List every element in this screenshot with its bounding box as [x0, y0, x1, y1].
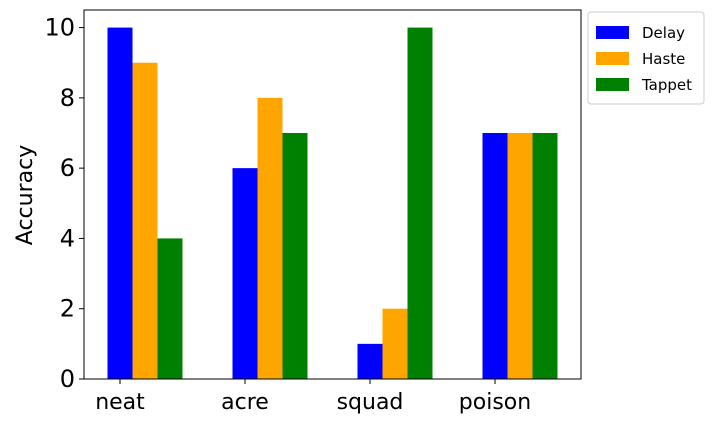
legend-label-tappet: Tappet — [641, 76, 692, 94]
bars-layer — [107, 27, 558, 379]
y-tick-label: 0 — [60, 365, 75, 393]
y-axis-label: Accuracy — [13, 145, 38, 245]
bar-tappet-squad — [407, 27, 433, 379]
legend-items: Delay Haste Tappet — [596, 24, 692, 94]
x-tick-label: squad — [337, 390, 404, 415]
legend-label-haste: Haste — [642, 50, 685, 68]
x-tick-label: neat — [95, 390, 145, 415]
y-tick-label: 2 — [60, 295, 75, 323]
y-tick-label: 6 — [60, 154, 75, 182]
bar-tappet-poison — [532, 133, 558, 379]
bar-haste-poison — [507, 133, 533, 379]
legend-swatch-haste — [596, 52, 629, 65]
bar-delay-neat — [107, 27, 133, 379]
plot-frame — [83, 9, 582, 380]
y-tick-label: 4 — [60, 224, 75, 252]
bar-tappet-neat — [157, 238, 183, 379]
legend-label-delay: Delay — [642, 24, 685, 42]
legend-swatch-delay — [596, 26, 629, 39]
x-axis: neat acre squad poison — [95, 379, 531, 415]
y-tick-label: 8 — [60, 84, 75, 112]
legend-swatch-tappet — [596, 78, 629, 91]
bar-haste-neat — [132, 62, 158, 379]
bar-haste-squad — [382, 308, 408, 379]
bar-delay-poison — [482, 133, 508, 379]
bar-tappet-acre — [282, 133, 308, 379]
y-tick-label: 10 — [44, 14, 75, 42]
bar-delay-acre — [232, 168, 258, 379]
x-tick-label: poison — [459, 390, 531, 415]
x-tick-label: acre — [221, 390, 269, 415]
bar-delay-squad — [357, 343, 383, 379]
bar-haste-acre — [257, 97, 283, 379]
y-axis: 0 2 4 6 8 10 — [44, 14, 84, 393]
legend: Delay Haste Tappet — [587, 11, 705, 105]
